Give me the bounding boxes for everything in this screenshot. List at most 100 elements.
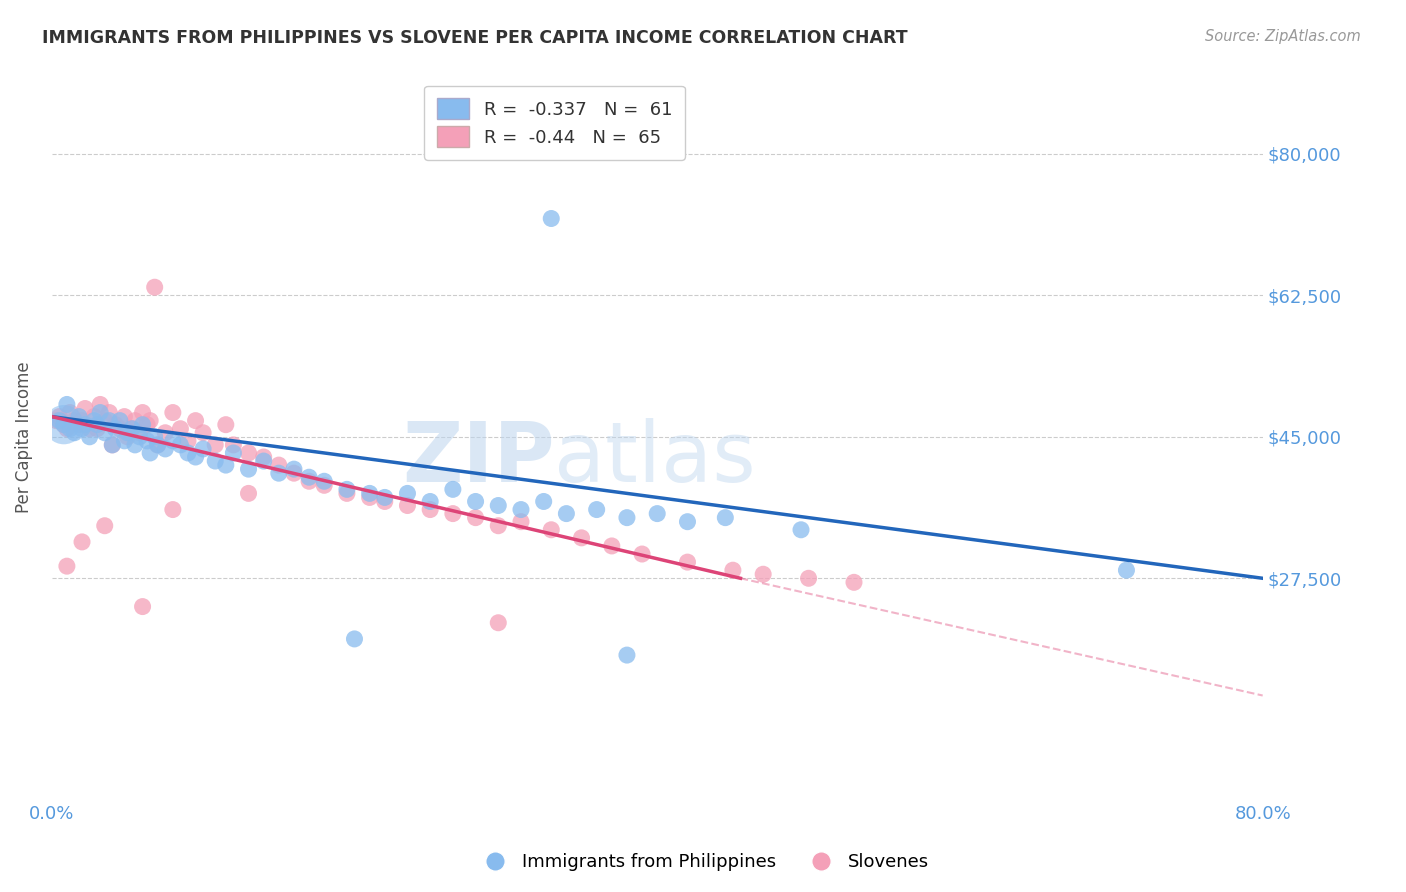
Point — [486, 615, 509, 630]
Point — [238, 462, 260, 476]
Point — [89, 405, 111, 419]
Point — [616, 648, 638, 662]
Point — [67, 409, 90, 424]
Point — [419, 502, 441, 516]
Point — [336, 483, 359, 497]
Point — [98, 414, 121, 428]
Point — [70, 414, 93, 428]
Point — [112, 409, 135, 424]
Point — [343, 632, 366, 646]
Point — [359, 491, 381, 505]
Point — [63, 414, 86, 428]
Point — [162, 434, 184, 448]
Text: Source: ZipAtlas.com: Source: ZipAtlas.com — [1205, 29, 1361, 44]
Point — [93, 518, 115, 533]
Point — [104, 422, 127, 436]
Point — [486, 499, 509, 513]
Point — [721, 563, 744, 577]
Point — [117, 425, 139, 440]
Point — [396, 486, 419, 500]
Point — [283, 466, 305, 480]
Point — [121, 422, 143, 436]
Point — [267, 466, 290, 480]
Point — [238, 486, 260, 500]
Point — [131, 417, 153, 432]
Point — [79, 422, 101, 436]
Point — [124, 414, 146, 428]
Point — [101, 438, 124, 452]
Point — [645, 507, 668, 521]
Point — [131, 405, 153, 419]
Point — [616, 510, 638, 524]
Point — [184, 450, 207, 464]
Point — [314, 475, 336, 489]
Point — [52, 417, 75, 432]
Point — [510, 502, 533, 516]
Point — [797, 571, 820, 585]
Point — [83, 414, 105, 428]
Point — [143, 430, 166, 444]
Point — [464, 510, 486, 524]
Point — [59, 405, 82, 419]
Point — [191, 442, 214, 456]
Point — [83, 409, 105, 424]
Text: IMMIGRANTS FROM PHILIPPINES VS SLOVENE PER CAPITA INCOME CORRELATION CHART: IMMIGRANTS FROM PHILIPPINES VS SLOVENE P… — [42, 29, 908, 46]
Point — [108, 422, 131, 436]
Point — [204, 454, 226, 468]
Point — [238, 446, 260, 460]
Point — [222, 438, 245, 452]
Point — [486, 518, 509, 533]
Point — [790, 523, 813, 537]
Point — [631, 547, 654, 561]
Point — [52, 417, 75, 432]
Point — [676, 515, 699, 529]
Point — [600, 539, 623, 553]
Point — [48, 409, 70, 424]
Point — [121, 422, 143, 436]
Point — [533, 494, 555, 508]
Point — [45, 414, 67, 428]
Point — [73, 401, 96, 416]
Point — [136, 434, 159, 448]
Y-axis label: Per Capita Income: Per Capita Income — [15, 361, 32, 513]
Point — [222, 446, 245, 460]
Point — [124, 438, 146, 452]
Point — [112, 434, 135, 448]
Point — [1115, 563, 1137, 577]
Point — [374, 494, 396, 508]
Point — [117, 430, 139, 444]
Point — [464, 494, 486, 508]
Point — [555, 507, 578, 521]
Point — [52, 417, 75, 432]
Point — [169, 422, 191, 436]
Point — [169, 438, 191, 452]
Text: atlas: atlas — [554, 418, 756, 500]
Point — [267, 458, 290, 472]
Point — [441, 483, 464, 497]
Point — [146, 438, 169, 452]
Point — [359, 486, 381, 500]
Point — [56, 559, 79, 574]
Point — [396, 499, 419, 513]
Point — [143, 280, 166, 294]
Point — [253, 450, 276, 464]
Point — [131, 599, 153, 614]
Point — [162, 502, 184, 516]
Point — [184, 414, 207, 428]
Point — [63, 425, 86, 440]
Point — [204, 438, 226, 452]
Point — [177, 446, 200, 460]
Point — [215, 417, 238, 432]
Point — [67, 417, 90, 432]
Point — [298, 475, 321, 489]
Point — [86, 422, 108, 436]
Point — [336, 486, 359, 500]
Text: ZIP: ZIP — [402, 418, 554, 500]
Point — [191, 425, 214, 440]
Point — [162, 405, 184, 419]
Point — [155, 442, 177, 456]
Point — [136, 417, 159, 432]
Point — [283, 462, 305, 476]
Point — [59, 422, 82, 436]
Point — [253, 454, 276, 468]
